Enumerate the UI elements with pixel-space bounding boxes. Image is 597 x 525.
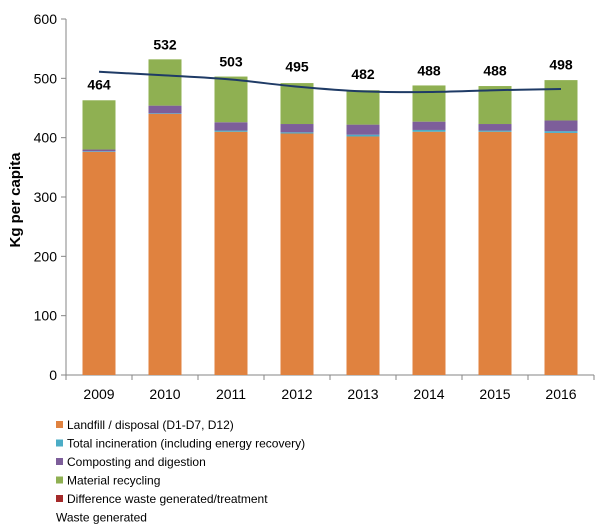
- legend-label: Landfill / disposal (D1-D7, D12): [67, 418, 234, 432]
- bar-segment: [280, 124, 314, 133]
- bar-segment: [478, 130, 512, 132]
- total-data-label: 464: [87, 77, 111, 93]
- bar-segment: [478, 124, 512, 131]
- y-tick-label: 100: [34, 308, 58, 324]
- bar-segment: [412, 129, 446, 132]
- bar-segment: [346, 134, 380, 137]
- total-data-label: 532: [153, 36, 177, 52]
- bar-segment: [214, 131, 248, 375]
- bar-segment: [280, 83, 314, 125]
- legend-swatch: [56, 421, 63, 428]
- y-tick-label: 200: [34, 248, 58, 264]
- total-data-label: 488: [417, 62, 441, 78]
- axes-layer: 0 100 200 300 400 500 600 2009 2010 2011 2012 2013 2…: [34, 11, 595, 402]
- legend-label: Difference waste generated/treatment: [67, 492, 268, 506]
- y-tick-label: 500: [34, 70, 58, 86]
- bars-layer: [82, 59, 578, 375]
- x-tick-label: 2009: [83, 386, 114, 402]
- bar-segment: [478, 131, 512, 375]
- legend-swatch: [56, 476, 63, 484]
- bar-segment: [544, 132, 578, 375]
- legend: Landfill / disposal (D1-D7, D12) Total in…: [56, 418, 305, 525]
- bar-segment: [412, 121, 446, 130]
- line-layer: [98, 70, 562, 94]
- total-data-label: 495: [285, 58, 309, 74]
- bar-segment: [82, 100, 116, 150]
- legend-swatch: [56, 495, 63, 502]
- y-axis-title: Kg per capita: [7, 152, 24, 248]
- x-tick-label: 2013: [347, 386, 378, 402]
- legend-label: Waste generated: [56, 511, 147, 525]
- bar-segment: [214, 122, 248, 131]
- legend-label: Composting and digestion: [67, 455, 206, 469]
- total-data-label: 488: [483, 62, 507, 78]
- bar-segment: [148, 59, 182, 106]
- bar-segment: [346, 90, 380, 125]
- bar-segment: [544, 80, 578, 121]
- x-tick-label: 2012: [281, 386, 312, 402]
- x-tick-label: 2011: [216, 386, 246, 402]
- bar-segment: [412, 131, 446, 375]
- legend-label: Total incineration (including energy rec…: [67, 437, 305, 451]
- bar-segment: [544, 131, 578, 133]
- labels-layer: 464 532 503 495 482 488 488 498: [87, 36, 573, 92]
- bar-segment: [82, 151, 116, 152]
- legend-swatch: [56, 439, 63, 447]
- bar-segment: [148, 113, 182, 375]
- bar-segment: [544, 120, 578, 132]
- legend-label: Material recycling: [67, 474, 160, 488]
- waste-generated-line: [98, 70, 562, 94]
- x-tick-label: 2010: [149, 386, 180, 402]
- x-tick-label: 2015: [479, 386, 510, 402]
- x-tick-label: 2014: [413, 386, 444, 402]
- bar-segment: [280, 133, 314, 375]
- bar-segment: [214, 76, 248, 123]
- bar-segment: [478, 86, 512, 125]
- bar-segment: [346, 136, 380, 375]
- bar-segment: [82, 151, 116, 375]
- y-tick-label: 600: [34, 11, 58, 27]
- bar-segment: [280, 132, 314, 134]
- bar-segment: [148, 105, 182, 114]
- total-data-label: 498: [549, 57, 573, 73]
- bar-segment: [82, 149, 116, 152]
- bar-segment: [214, 130, 248, 132]
- y-tick-label: 400: [34, 130, 58, 146]
- bar-segment: [148, 113, 182, 114]
- bar-segment: [346, 124, 380, 135]
- total-data-label: 503: [219, 54, 243, 70]
- total-data-label: 482: [351, 66, 375, 82]
- y-tick-label: 0: [49, 367, 57, 383]
- x-tick-label: 2016: [545, 386, 576, 402]
- y-tick-label: 300: [34, 189, 58, 205]
- legend-swatch: [56, 458, 63, 465]
